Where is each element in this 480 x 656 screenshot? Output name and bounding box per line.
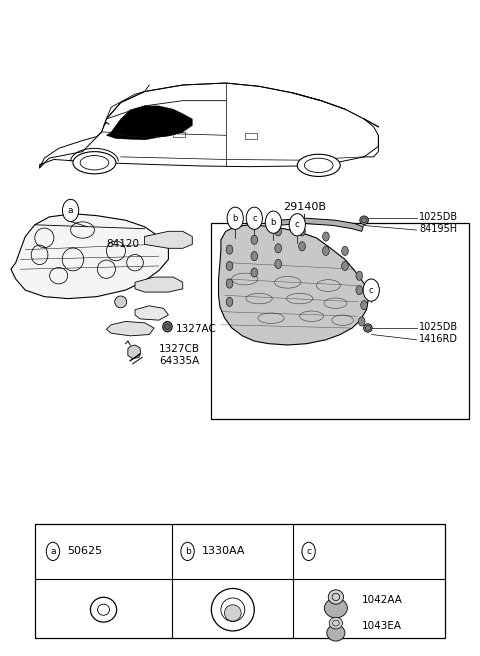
Bar bbox=[35, 524, 445, 638]
Text: 1416RD: 1416RD bbox=[419, 334, 458, 344]
Text: c: c bbox=[252, 214, 257, 223]
Polygon shape bbox=[268, 218, 363, 232]
Text: 1327CB: 1327CB bbox=[159, 344, 200, 354]
Ellipse shape bbox=[329, 617, 343, 629]
Circle shape bbox=[361, 300, 367, 310]
Ellipse shape bbox=[360, 216, 368, 224]
Text: a: a bbox=[50, 547, 56, 556]
Text: 29140B: 29140B bbox=[283, 203, 326, 213]
Circle shape bbox=[251, 268, 258, 277]
Polygon shape bbox=[128, 345, 141, 359]
Text: 50625: 50625 bbox=[67, 546, 102, 556]
Polygon shape bbox=[144, 232, 192, 249]
Text: 1327AC: 1327AC bbox=[176, 324, 216, 335]
Circle shape bbox=[299, 227, 305, 236]
Polygon shape bbox=[107, 321, 154, 336]
Circle shape bbox=[226, 279, 233, 288]
Text: 84120: 84120 bbox=[107, 239, 139, 249]
Circle shape bbox=[275, 259, 281, 268]
Circle shape bbox=[226, 261, 233, 270]
Circle shape bbox=[226, 245, 233, 254]
Ellipse shape bbox=[327, 625, 345, 641]
Ellipse shape bbox=[225, 605, 241, 621]
Circle shape bbox=[299, 242, 305, 251]
Bar bbox=[211, 224, 469, 419]
Text: c: c bbox=[306, 547, 311, 556]
Circle shape bbox=[275, 244, 281, 253]
Ellipse shape bbox=[163, 321, 172, 332]
Circle shape bbox=[363, 279, 379, 301]
Bar bbox=[173, 132, 185, 137]
Text: 64335A: 64335A bbox=[159, 356, 199, 365]
Text: 1025DB: 1025DB bbox=[419, 212, 458, 222]
Ellipse shape bbox=[297, 154, 340, 176]
Ellipse shape bbox=[165, 324, 170, 329]
Circle shape bbox=[181, 543, 194, 560]
Ellipse shape bbox=[324, 598, 348, 618]
Text: 84195H: 84195H bbox=[419, 224, 457, 234]
Text: b: b bbox=[185, 547, 191, 556]
Circle shape bbox=[289, 214, 305, 236]
Polygon shape bbox=[11, 214, 168, 298]
Polygon shape bbox=[107, 132, 183, 140]
Text: a: a bbox=[68, 206, 73, 215]
Circle shape bbox=[302, 543, 315, 560]
Ellipse shape bbox=[364, 324, 372, 332]
Text: c: c bbox=[369, 285, 373, 295]
Text: 1330AA: 1330AA bbox=[202, 546, 245, 556]
Bar bbox=[245, 133, 257, 138]
Circle shape bbox=[356, 285, 363, 295]
Text: 1043EA: 1043EA bbox=[362, 621, 402, 631]
Polygon shape bbox=[218, 225, 369, 345]
Text: b: b bbox=[232, 214, 238, 223]
Polygon shape bbox=[135, 306, 168, 320]
Circle shape bbox=[246, 207, 263, 230]
Circle shape bbox=[46, 543, 60, 560]
Circle shape bbox=[342, 261, 348, 270]
Circle shape bbox=[226, 297, 233, 306]
Text: 1025DB: 1025DB bbox=[419, 321, 458, 332]
Circle shape bbox=[356, 271, 363, 280]
Circle shape bbox=[323, 247, 329, 255]
Circle shape bbox=[251, 236, 258, 245]
Text: 1042AA: 1042AA bbox=[362, 595, 403, 605]
Text: c: c bbox=[295, 220, 300, 230]
Circle shape bbox=[251, 251, 258, 260]
Circle shape bbox=[265, 211, 281, 234]
Ellipse shape bbox=[328, 590, 344, 604]
Circle shape bbox=[227, 207, 243, 230]
Ellipse shape bbox=[115, 296, 127, 308]
Polygon shape bbox=[135, 277, 183, 292]
Circle shape bbox=[275, 227, 281, 236]
Ellipse shape bbox=[73, 152, 116, 174]
Circle shape bbox=[342, 247, 348, 255]
Polygon shape bbox=[39, 83, 378, 168]
Circle shape bbox=[359, 317, 365, 326]
Circle shape bbox=[323, 232, 329, 241]
Polygon shape bbox=[111, 106, 192, 137]
Text: b: b bbox=[271, 218, 276, 227]
Circle shape bbox=[62, 199, 79, 222]
